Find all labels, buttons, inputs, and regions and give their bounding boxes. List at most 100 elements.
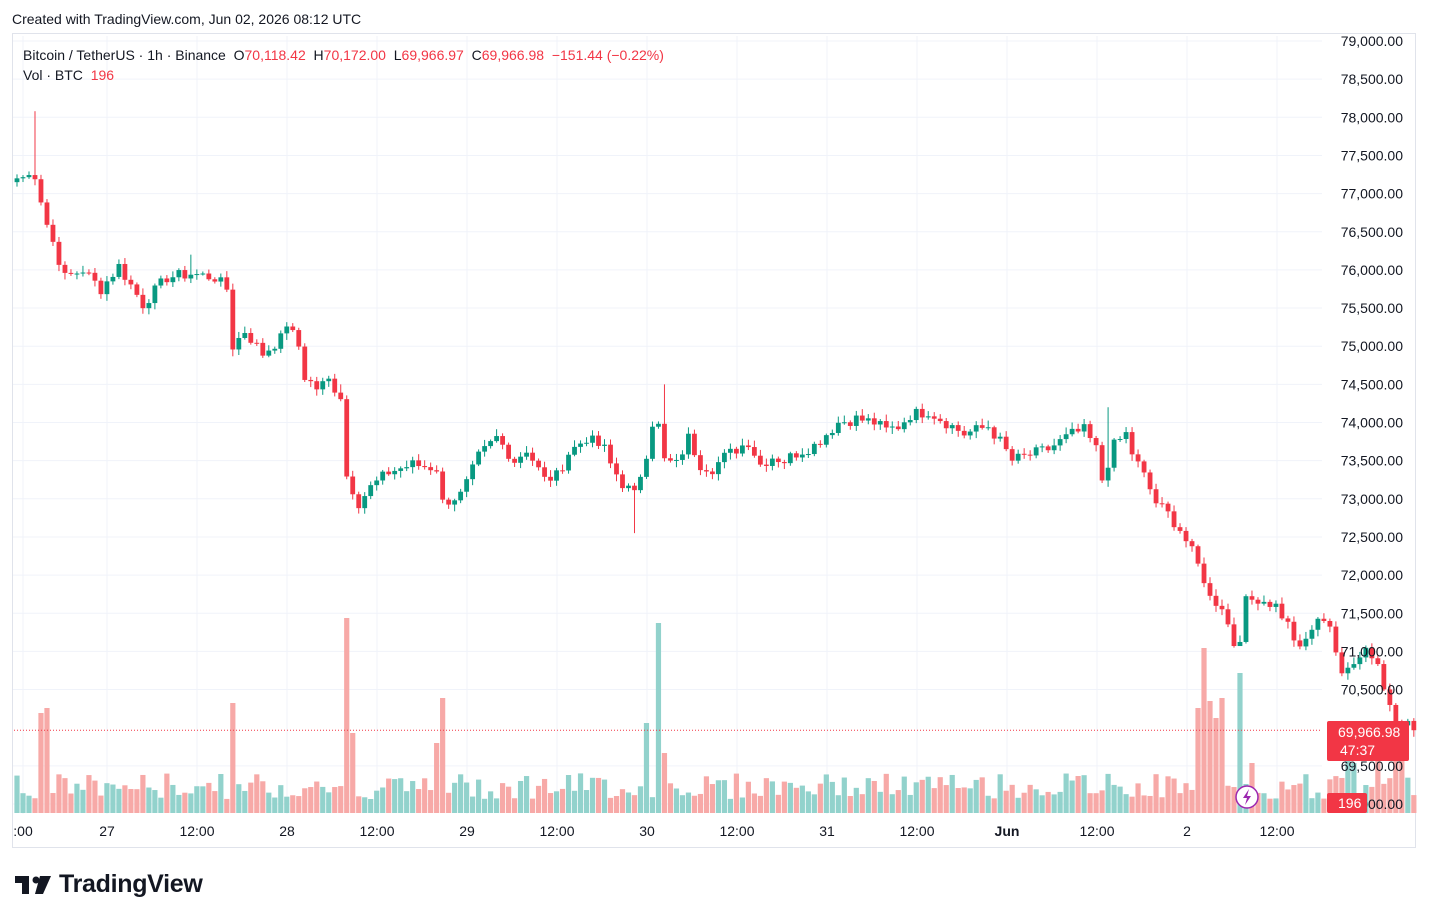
candle-body <box>919 408 925 418</box>
candle-body <box>1381 664 1387 690</box>
volume-bar <box>326 792 332 813</box>
volume-bar <box>260 781 266 813</box>
volume-bar <box>979 777 985 813</box>
volume-bar <box>973 779 979 813</box>
volume-bar <box>1045 791 1051 813</box>
volume-bar <box>1165 776 1171 813</box>
volume-bar <box>140 774 146 813</box>
candle-body <box>787 453 793 464</box>
candle-body <box>200 273 206 275</box>
volume-bar <box>236 784 242 813</box>
candle-body <box>1177 527 1183 531</box>
volume-bar <box>937 777 943 813</box>
candle-body <box>1219 605 1225 610</box>
candle-body <box>979 425 985 428</box>
volume-bar <box>1195 708 1201 813</box>
candle-body <box>680 454 685 460</box>
candle-body <box>1249 596 1255 600</box>
candle-body <box>1261 601 1267 604</box>
volume-bar <box>470 796 476 813</box>
volume-bar <box>799 785 805 813</box>
volume-bar <box>308 787 314 813</box>
volume-label[interactable]: Vol · BTC <box>23 67 83 83</box>
volume-bar <box>266 792 272 813</box>
candle-body <box>991 427 997 439</box>
candle-body <box>1171 511 1177 528</box>
lightning-icon[interactable] <box>1235 785 1259 809</box>
volume-bar <box>1279 781 1285 813</box>
candle-body <box>218 277 224 282</box>
y-tick-label: 70,500.00 <box>1341 682 1403 698</box>
candle-body <box>1273 603 1279 607</box>
y-tick-label: 74,000.00 <box>1341 415 1403 431</box>
volume-bar <box>122 785 128 813</box>
candle-body <box>344 399 350 477</box>
volume-bar <box>709 784 716 813</box>
volume-bar <box>781 781 787 813</box>
symbol-label[interactable]: Bitcoin / TetherUS · 1h · Binance <box>23 47 226 63</box>
volume-bar <box>176 794 182 813</box>
candle-body <box>1123 432 1129 439</box>
candle-body <box>835 422 841 433</box>
candle-body <box>1027 454 1033 456</box>
candle-body <box>1255 599 1261 604</box>
volume-bar <box>26 795 32 813</box>
candle-body <box>266 350 272 356</box>
candle-body <box>488 441 494 447</box>
candle-body <box>1291 621 1297 641</box>
chart-frame[interactable] <box>12 33 1416 848</box>
volume-bar <box>1087 793 1093 813</box>
candle-body <box>763 464 769 466</box>
volume-bar <box>1375 758 1381 813</box>
y-tick-label: 75,500.00 <box>1341 300 1403 316</box>
y-tick-label: 73,500.00 <box>1341 453 1403 469</box>
volume-bar <box>583 790 590 813</box>
x-tick-label: 31 <box>819 823 835 839</box>
volume-bar <box>1207 701 1213 813</box>
candle-body <box>650 426 655 459</box>
volume-bar <box>56 774 62 813</box>
candle-body <box>632 485 637 491</box>
candle-body <box>440 471 446 500</box>
volume-bar <box>1237 673 1243 813</box>
candle-body <box>1321 618 1327 621</box>
volume-bar <box>1099 790 1105 813</box>
volume-bar <box>901 776 907 813</box>
candle-body <box>506 444 511 459</box>
candle-body <box>38 179 44 203</box>
volume-bar <box>434 743 440 813</box>
volume-bar <box>1303 774 1309 813</box>
volume-bar <box>877 791 883 813</box>
candle-body <box>386 471 392 475</box>
candle-body <box>1339 652 1345 674</box>
open-value: 70,118.42 <box>244 47 306 63</box>
chart-grid <box>13 36 1322 814</box>
last-price-tag: 69,966.98 47:37 <box>1327 721 1409 761</box>
candle-body <box>446 499 452 505</box>
volume-bar <box>859 794 865 813</box>
volume-bar <box>1117 786 1123 813</box>
candle-body <box>1111 439 1117 468</box>
legend-ohlc-row: Bitcoin / TetherUS · 1h · Binance O70,11… <box>23 45 664 65</box>
candle-body <box>985 427 991 429</box>
candle-body <box>1045 446 1051 451</box>
candle-body <box>883 421 889 428</box>
volume-bar <box>1255 792 1261 813</box>
volume-bar <box>643 723 650 813</box>
volume-bar <box>613 796 620 813</box>
tradingview-logo[interactable]: TradingView <box>15 870 203 899</box>
candle-body <box>224 277 230 290</box>
volume-bar <box>1315 792 1321 813</box>
volume-bar <box>482 798 488 813</box>
volume-bar <box>523 776 530 813</box>
volume-bar <box>338 786 344 813</box>
candle-body <box>739 445 745 454</box>
candle-body <box>158 278 164 286</box>
volume-bar <box>805 791 811 813</box>
candle-body <box>410 460 416 468</box>
volume-bar <box>452 782 458 813</box>
volume-bar <box>1033 789 1039 813</box>
volume-bar <box>92 780 98 813</box>
candle-body <box>949 425 955 429</box>
